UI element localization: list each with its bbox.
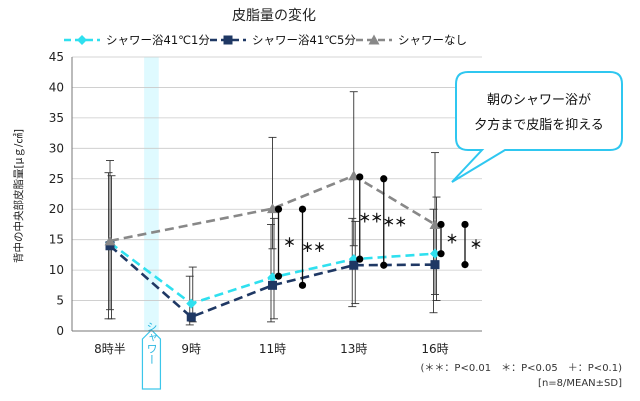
- x-tick-label: 11時: [259, 342, 286, 356]
- data-point: [267, 272, 278, 283]
- bracket-dot-bottom: [461, 261, 469, 269]
- series-markers: [104, 170, 441, 322]
- data-point: [268, 280, 277, 290]
- bracket-dot-bottom: [437, 250, 445, 258]
- y-tick-label: 10: [49, 263, 64, 277]
- x-tick-label: 9時: [181, 342, 201, 356]
- shower-band-fill: [144, 57, 159, 331]
- significance-label: ＊＊: [383, 215, 407, 229]
- bracket-dot-top: [461, 220, 469, 229]
- data-point: [430, 260, 440, 270]
- legend: シャワー浴41℃1分 シャワー浴41℃5分 シャワーなし: [64, 33, 467, 47]
- y-tick-labels: 0 5 10 15 20 25 30 35 40 45: [49, 50, 64, 338]
- data-point: [429, 218, 441, 229]
- callout-line-2: 夕方まで皮脂を抑える: [474, 117, 604, 133]
- bracket-dot-top: [274, 205, 283, 213]
- y-tick-label: 20: [49, 202, 64, 216]
- callout: 朝のシャワー浴が 夕方まで皮脂を抑える: [451, 71, 623, 183]
- y-tick-label: 15: [49, 233, 64, 247]
- data-point: [186, 298, 197, 309]
- y-tick-label: 0: [56, 324, 64, 338]
- chart-title: 皮脂量の変化: [232, 7, 316, 24]
- legend-swatch-marker: [223, 35, 233, 45]
- bracket-dot-top: [380, 175, 388, 183]
- data-point: [104, 235, 116, 246]
- x-tick-label: 8時半: [94, 342, 126, 356]
- data-point: [430, 248, 440, 259]
- callout-line-1: 朝のシャワー浴が: [487, 93, 591, 108]
- shower-tag-label: シャワー: [145, 321, 158, 365]
- legend-label: シャワーなし: [398, 33, 467, 47]
- bracket-dot-bottom: [298, 281, 307, 289]
- x-tick-label: 13時: [340, 342, 367, 356]
- significance-brackets: ＊＊＊＊＊ ＊＊＊＊: [274, 173, 482, 289]
- data-point: [349, 260, 359, 270]
- x-tick-label: 16時: [421, 342, 448, 356]
- bracket-dot-bottom: [356, 255, 364, 263]
- y-tick-label: 40: [49, 80, 64, 94]
- bracket-dot-top: [298, 205, 307, 213]
- bracket-dot-bottom: [380, 261, 388, 269]
- significance-label: ＊: [283, 236, 295, 250]
- significance-label: ＊＊: [359, 211, 383, 225]
- significance-label: ＊＊: [301, 240, 325, 254]
- y-tick-label: 25: [49, 172, 64, 186]
- x-tick-labels: 8時半 9時 11時 13時 16時: [94, 342, 448, 356]
- y-tick-label: 35: [49, 111, 64, 125]
- callout-bubble: [451, 71, 623, 183]
- footnote-sample: [n=8/MEAN±SD]: [538, 378, 622, 389]
- legend-label: シャワー浴41℃1分: [106, 33, 210, 47]
- y-tick-label: 30: [49, 141, 64, 155]
- series-line: [109, 174, 436, 243]
- shower-band: シャワー: [141, 57, 162, 390]
- grid-lines: [72, 56, 482, 301]
- data-point: [105, 241, 115, 251]
- legend-swatch-marker: [368, 34, 380, 45]
- y-axis-label: 背中の中央部皮脂量[μｇ/㎠]: [12, 129, 25, 263]
- y-tick-label: 5: [56, 294, 64, 308]
- significance-label: ＊: [446, 232, 458, 246]
- bracket-dot-top: [356, 173, 364, 181]
- significance-label: ＊: [470, 238, 482, 252]
- footnote-significance: (＊＊：P<0.01 ＊：P<0.05 ＋：P<0.1): [421, 363, 623, 374]
- y-tick-label: 45: [49, 50, 64, 64]
- legend-label: シャワー浴41℃5分: [252, 33, 356, 47]
- series-line: [109, 244, 436, 319]
- legend-swatch-marker: [77, 35, 87, 45]
- axes: [71, 57, 482, 332]
- bracket-dot-top: [437, 220, 445, 229]
- data-point: [186, 312, 196, 322]
- bracket-dot-bottom: [274, 272, 283, 280]
